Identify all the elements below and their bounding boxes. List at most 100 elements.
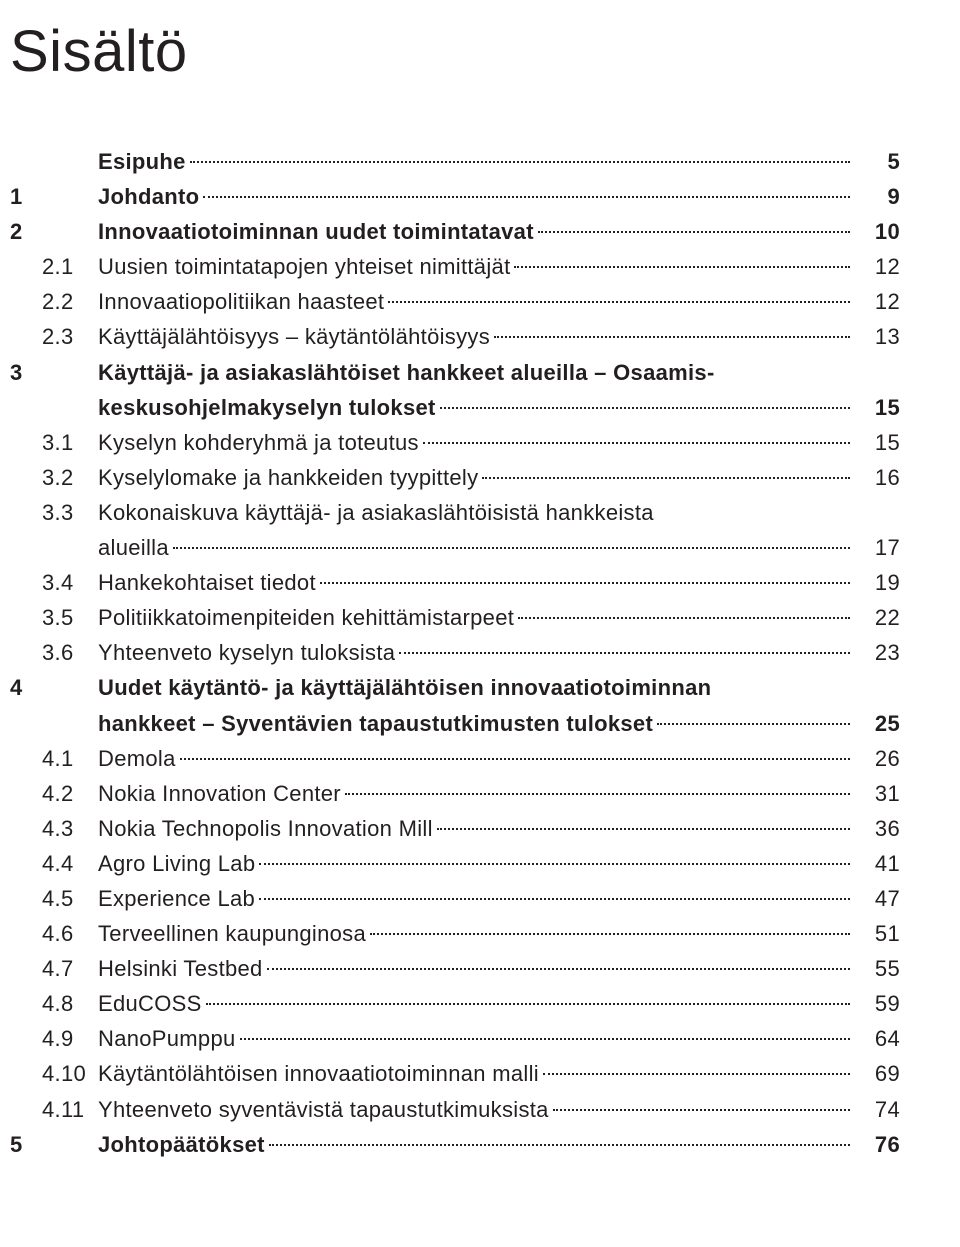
toc-entry-label: Yhteenveto syventävistä tapaustutkimuksi… bbox=[98, 1093, 549, 1127]
toc-entry-subnumber: 4.6 bbox=[42, 917, 98, 951]
toc-leader bbox=[370, 933, 850, 935]
toc-entry-label: Agro Living Lab bbox=[98, 847, 255, 881]
toc-entry: 4Uudet käytäntö- ja käyttäjälähtöisen in… bbox=[10, 671, 900, 705]
toc-entry-page: 76 bbox=[856, 1128, 900, 1162]
toc-entry-page: 9 bbox=[856, 180, 900, 214]
toc-entry: 4.1Demola26 bbox=[10, 742, 900, 776]
toc-entry-label: Johtopäätökset bbox=[98, 1128, 265, 1162]
toc-entry-label: Johdanto bbox=[98, 180, 199, 214]
toc-entry-continuation: hankkeet – Syventävien tapaustutkimusten… bbox=[10, 707, 900, 741]
toc-entry-label: Esipuhe bbox=[98, 145, 186, 179]
toc-entry-page: 12 bbox=[856, 250, 900, 284]
toc-entry-page: 26 bbox=[856, 742, 900, 776]
toc-entry-label: Innovaatiopolitiikan haasteet bbox=[98, 285, 384, 319]
toc-leader bbox=[423, 442, 850, 444]
toc-entry-label: EduCOSS bbox=[98, 987, 202, 1021]
toc-entry-subnumber: 2.1 bbox=[42, 250, 98, 284]
toc-entry-label: NanoPumppu bbox=[98, 1022, 236, 1056]
toc-entry-label: Demola bbox=[98, 742, 176, 776]
toc-entry-page: 19 bbox=[856, 566, 900, 600]
toc-entry-label: Terveellinen kaupunginosa bbox=[98, 917, 366, 951]
toc-entry-label: Kokonaiskuva käyttäjä- ja asiakaslähtöis… bbox=[98, 496, 654, 530]
toc-entry-number: 1 bbox=[10, 180, 42, 214]
toc-entry-number: 3 bbox=[10, 356, 42, 390]
page-title: Sisältö bbox=[10, 18, 900, 85]
toc-entry-page: 15 bbox=[856, 391, 900, 425]
toc-leader bbox=[206, 1003, 850, 1005]
toc-entry-page: 16 bbox=[856, 461, 900, 495]
toc-entry: Esipuhe5 bbox=[10, 145, 900, 179]
toc-entry-label: keskusohjelmakyselyn tulokset bbox=[98, 391, 436, 425]
toc-entry-subnumber: 4.11 bbox=[42, 1093, 98, 1127]
toc-entry: 4.4Agro Living Lab 41 bbox=[10, 847, 900, 881]
toc-leader bbox=[543, 1073, 850, 1075]
toc-entry: 4.10Käytäntölähtöisen innovaatiotoiminna… bbox=[10, 1057, 900, 1091]
toc-entry: 4.3Nokia Technopolis Innovation Mill36 bbox=[10, 812, 900, 846]
toc-leader bbox=[657, 723, 850, 725]
toc-entry-subnumber: 3.5 bbox=[42, 601, 98, 635]
toc-entry-subnumber: 3.4 bbox=[42, 566, 98, 600]
toc-entry-label: Käytäntölähtöisen innovaatiotoiminnan ma… bbox=[98, 1057, 539, 1091]
toc-entry-page: 41 bbox=[856, 847, 900, 881]
toc-entry-page: 23 bbox=[856, 636, 900, 670]
toc-leader bbox=[514, 266, 850, 268]
toc-entry-label: Nokia Innovation Center bbox=[98, 777, 341, 811]
toc-entry-page: 59 bbox=[856, 987, 900, 1021]
toc-entry-label: Innovaatiotoiminnan uudet toimintatavat bbox=[98, 215, 534, 249]
toc-entry: 3.1Kyselyn kohderyhmä ja toteutus15 bbox=[10, 426, 900, 460]
toc-entry: 5Johtopäätökset76 bbox=[10, 1128, 900, 1162]
toc-entry-label: Politiikkatoimenpiteiden kehittämistarpe… bbox=[98, 601, 514, 635]
toc-entry-page: 51 bbox=[856, 917, 900, 951]
toc-entry-continuation: alueilla17 bbox=[10, 531, 900, 565]
toc-entry-subnumber: 4.7 bbox=[42, 952, 98, 986]
toc-entry: 2.2Innovaatiopolitiikan haasteet12 bbox=[10, 285, 900, 319]
toc-entry: 4.11Yhteenveto syventävistä tapaustutkim… bbox=[10, 1093, 900, 1127]
toc-leader bbox=[440, 407, 850, 409]
toc-entry-label: Hankekohtaiset tiedot bbox=[98, 566, 316, 600]
toc-entry: 2.1Uusien toimintatapojen yhteiset nimit… bbox=[10, 250, 900, 284]
toc-leader bbox=[173, 547, 850, 549]
toc-entry-subnumber: 4.10 bbox=[42, 1057, 98, 1091]
toc-entry-subnumber: 4.8 bbox=[42, 987, 98, 1021]
toc-leader bbox=[259, 863, 850, 865]
toc-entry-label: Experience Lab bbox=[98, 882, 255, 916]
toc-entry-label: Käyttäjälähtöisyys – käytäntölähtöisyys bbox=[98, 320, 490, 354]
toc-entry-subnumber: 4.9 bbox=[42, 1022, 98, 1056]
toc-leader bbox=[267, 968, 850, 970]
toc-entry-page: 36 bbox=[856, 812, 900, 846]
toc-entry-page: 64 bbox=[856, 1022, 900, 1056]
toc-entry-page: 10 bbox=[856, 215, 900, 249]
toc-entry: 4.5Experience Lab47 bbox=[10, 882, 900, 916]
toc-entry-page: 55 bbox=[856, 952, 900, 986]
toc-leader bbox=[399, 652, 850, 654]
toc-entry: 4.7Helsinki Testbed 55 bbox=[10, 952, 900, 986]
toc-entry-number: 2 bbox=[10, 215, 42, 249]
toc-entry: 3.6Yhteenveto kyselyn tuloksista23 bbox=[10, 636, 900, 670]
toc-entry-subnumber: 3.2 bbox=[42, 461, 98, 495]
toc-entry-page: 13 bbox=[856, 320, 900, 354]
toc-entry-subnumber: 3.1 bbox=[42, 426, 98, 460]
toc-leader bbox=[437, 828, 850, 830]
toc-leader bbox=[203, 196, 850, 198]
toc-entry: 2.3Käyttäjälähtöisyys – käytäntölähtöisy… bbox=[10, 320, 900, 354]
toc-leader bbox=[240, 1038, 850, 1040]
toc-entry-label: Nokia Technopolis Innovation Mill bbox=[98, 812, 433, 846]
toc-entry-page: 12 bbox=[856, 285, 900, 319]
toc-leader bbox=[518, 617, 850, 619]
toc-leader bbox=[553, 1109, 850, 1111]
toc-entry: 4.9NanoPumppu 64 bbox=[10, 1022, 900, 1056]
toc-leader bbox=[269, 1144, 850, 1146]
toc-entry: 1 Johdanto 9 bbox=[10, 180, 900, 214]
toc-leader bbox=[180, 758, 850, 760]
toc-entry-subnumber: 4.2 bbox=[42, 777, 98, 811]
toc-entry: 3.5Politiikkatoimenpiteiden kehittämista… bbox=[10, 601, 900, 635]
toc-entry-page: 69 bbox=[856, 1057, 900, 1091]
toc-entry-number: 4 bbox=[10, 671, 42, 705]
toc-entry-label: Käyttäjä- ja asiakaslähtöiset hankkeet a… bbox=[98, 356, 715, 390]
toc-entry-label: hankkeet – Syventävien tapaustutkimusten… bbox=[98, 707, 653, 741]
toc-entry-label: Kyselyn kohderyhmä ja toteutus bbox=[98, 426, 419, 460]
toc-entry-label: Uusien toimintatapojen yhteiset nimittäj… bbox=[98, 250, 510, 284]
toc-leader bbox=[190, 161, 850, 163]
toc-entry-label: Helsinki Testbed bbox=[98, 952, 263, 986]
toc-leader bbox=[345, 793, 850, 795]
